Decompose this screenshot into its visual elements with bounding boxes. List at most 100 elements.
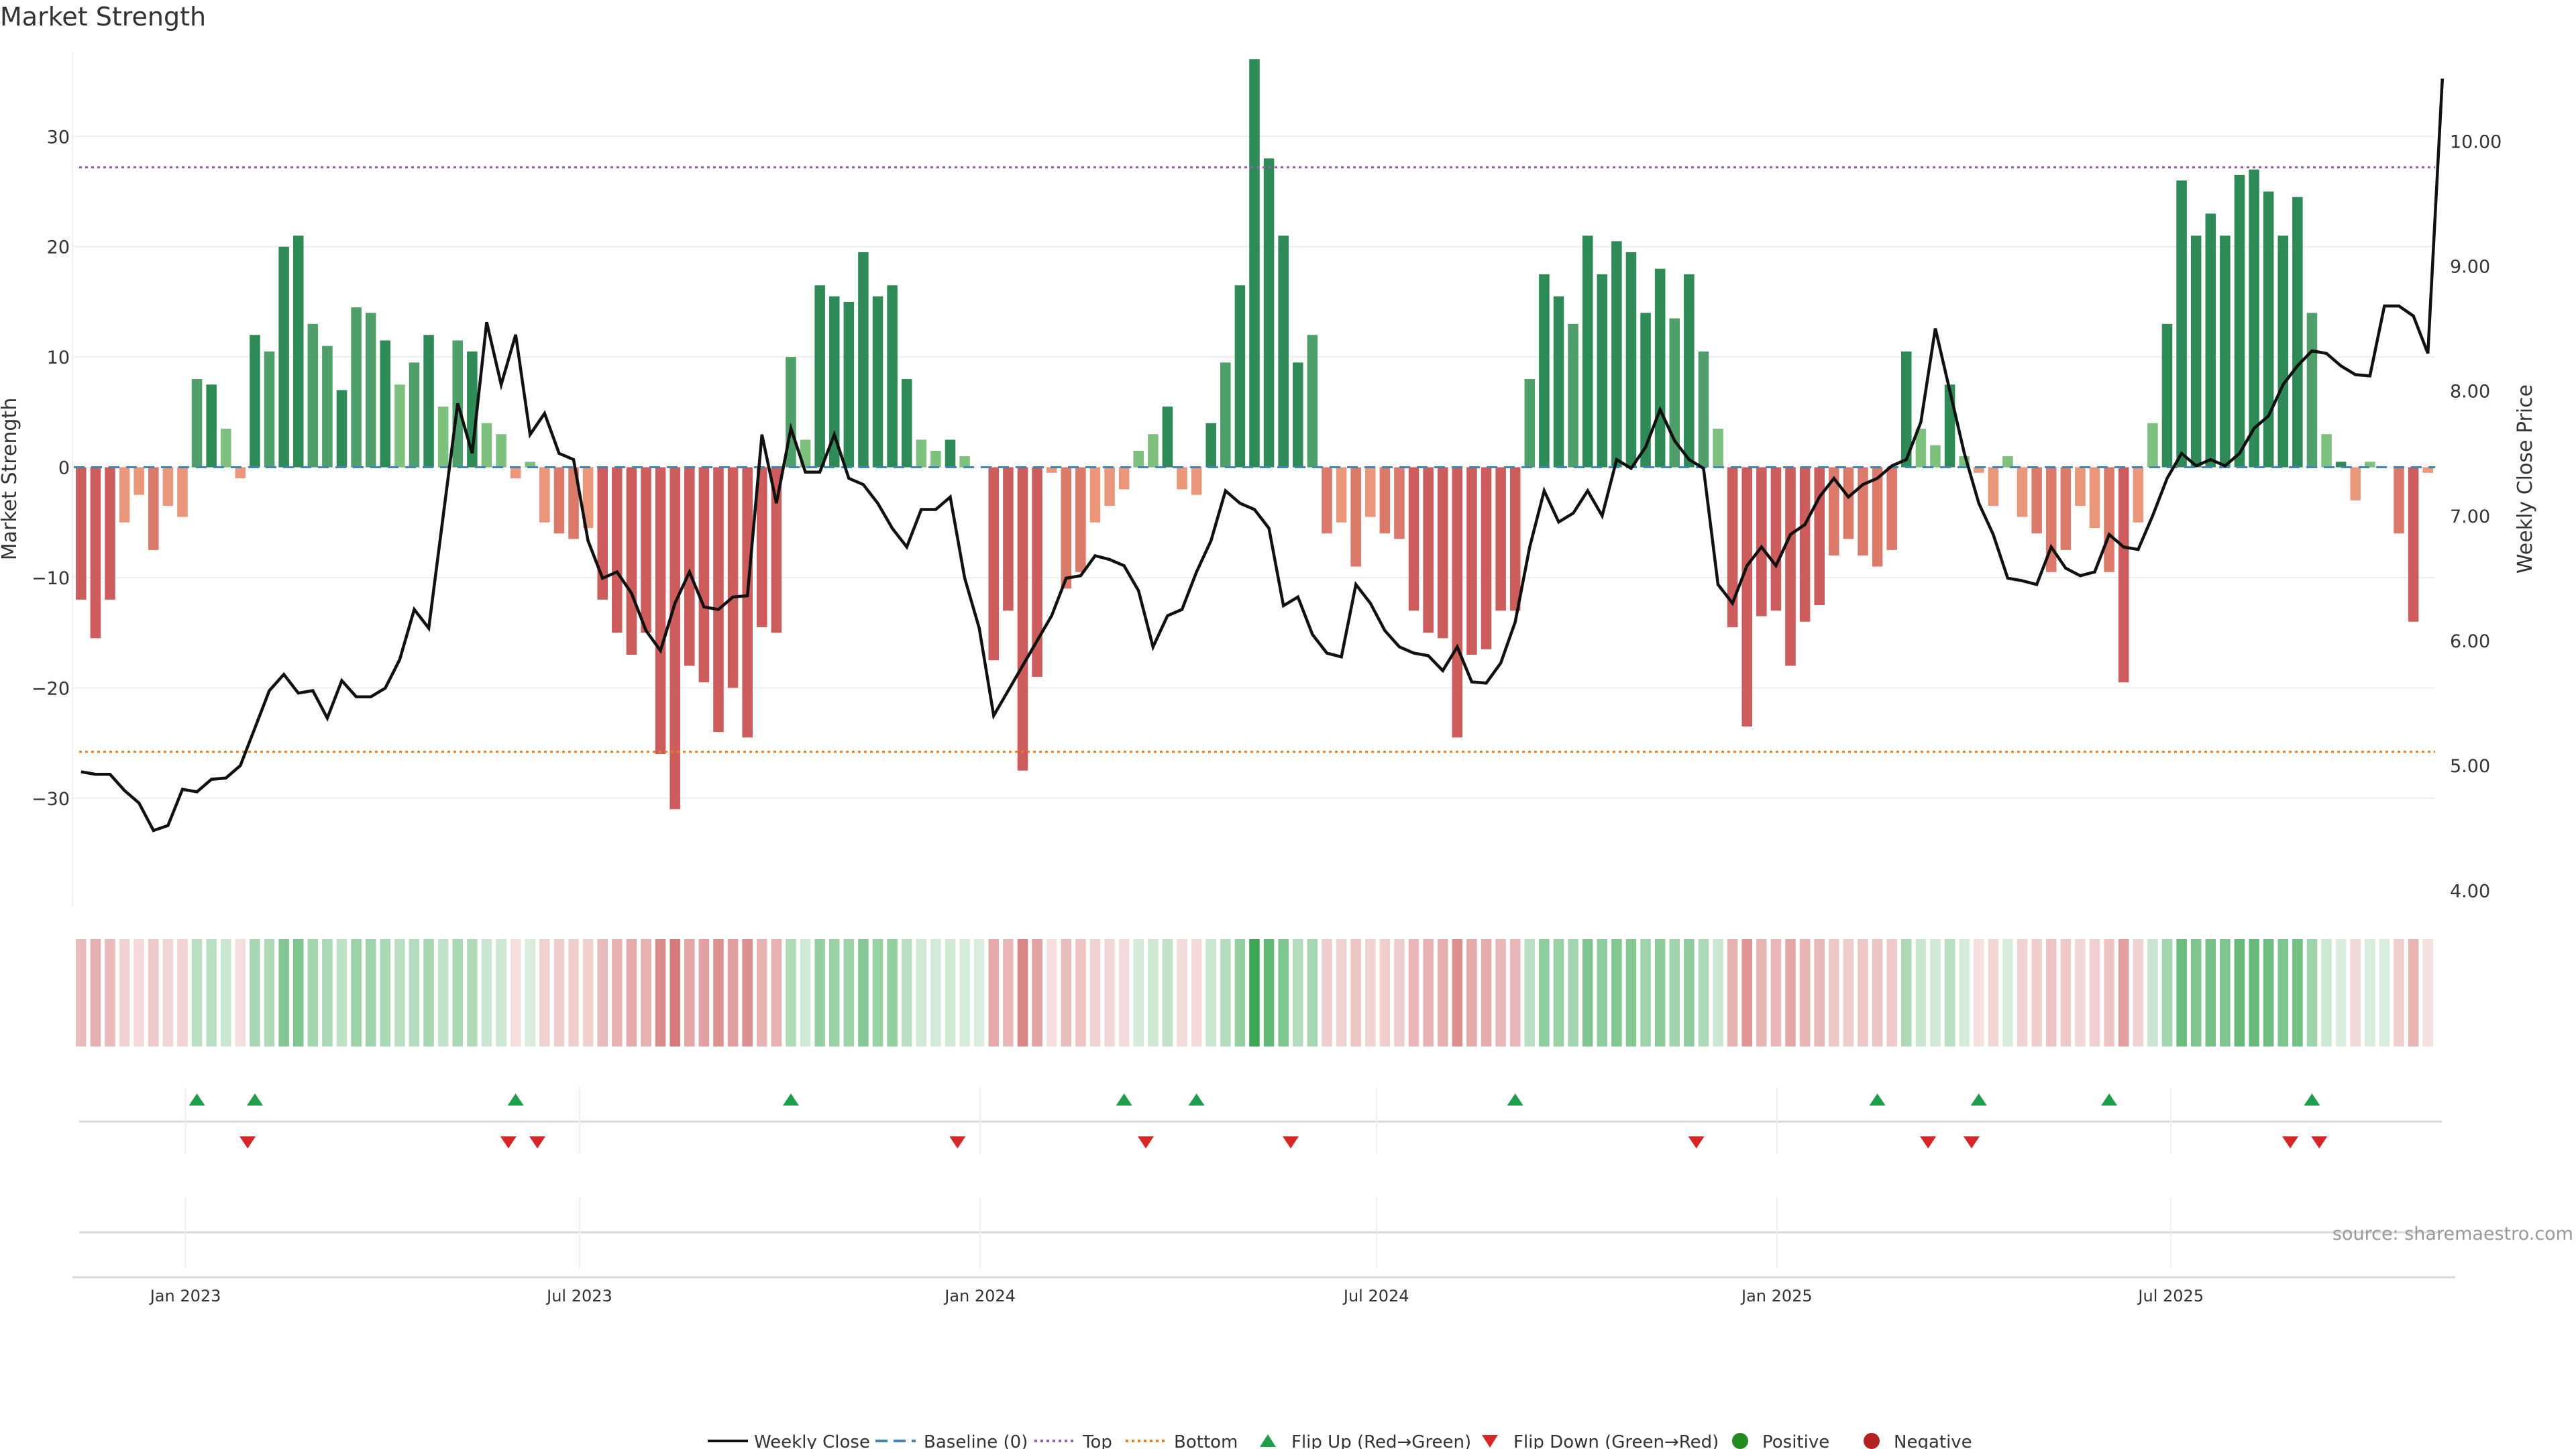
heat-cell: [1133, 939, 1144, 1046]
heat-cell: [1394, 939, 1405, 1046]
strength-bar-positive: [1698, 351, 1709, 468]
strength-bar-positive: [2147, 423, 2158, 468]
heat-cell: [1872, 939, 1883, 1046]
heat-cell: [2161, 939, 2173, 1046]
heat-cell: [1770, 939, 1782, 1046]
strength-bar-negative: [2133, 467, 2144, 523]
strength-bar-negative: [1408, 467, 1419, 611]
strength-bar-positive: [2321, 434, 2332, 468]
heat-cell: [756, 939, 767, 1046]
flip-down-marker: [1138, 1136, 1155, 1148]
strength-bar-positive: [1553, 296, 1564, 468]
heat-cell: [250, 939, 260, 1046]
legend-flip-up-label: Flip Up (Red→Green): [1291, 1432, 1471, 1449]
heat-cell: [1495, 939, 1506, 1046]
heat-cell: [568, 939, 579, 1046]
y-tick-label: 0: [58, 458, 70, 479]
strength-bar-positive: [1162, 407, 1173, 468]
strength-bar-negative: [1858, 467, 1868, 556]
strength-bar-positive: [2365, 462, 2375, 468]
strength-bar-positive: [191, 379, 203, 468]
legend-flip-down-icon: [1482, 1435, 1498, 1448]
y-tick-label: −30: [32, 789, 70, 810]
heat-cell: [1944, 939, 1955, 1046]
strength-bar-negative: [568, 467, 579, 539]
strength-bar-positive: [307, 323, 319, 468]
strength-bar-positive: [250, 335, 260, 468]
heat-cell: [307, 939, 319, 1046]
heat-cell: [76, 939, 87, 1046]
strength-bar-negative: [988, 467, 1000, 661]
heat-cell: [800, 939, 811, 1046]
strength-bar-negative: [1017, 467, 1028, 771]
strength-bar-positive: [828, 296, 840, 468]
strength-bar-negative: [1466, 467, 1477, 655]
heat-cell: [872, 939, 883, 1046]
heat-cell: [467, 939, 478, 1046]
heat-cell: [988, 939, 1000, 1046]
strength-bar-positive: [872, 296, 883, 468]
heat-cell: [1654, 939, 1666, 1046]
strength-bar-positive: [1293, 362, 1303, 468]
heat-cell: [510, 939, 521, 1046]
heat-cell: [1046, 939, 1057, 1046]
strength-bar-positive: [292, 235, 304, 468]
strength-bar-positive: [437, 407, 449, 468]
legend-positive-icon: [1732, 1433, 1748, 1449]
heat-cell: [597, 939, 608, 1046]
heat-cell: [1901, 939, 1912, 1046]
heat-cell: [1611, 939, 1622, 1046]
strength-bar-negative: [713, 467, 724, 733]
heat-cell: [394, 939, 405, 1046]
flip-down-marker: [1282, 1136, 1299, 1148]
flip-down-marker: [239, 1136, 256, 1148]
heat-cell: [2292, 939, 2303, 1046]
heat-cell: [916, 939, 927, 1046]
heat-cell: [1973, 939, 1984, 1046]
heat-cell: [496, 939, 506, 1046]
heat-cell: [351, 939, 362, 1046]
x-tick-label: Jan 2023: [149, 1287, 221, 1305]
heat-cell: [1205, 939, 1216, 1046]
heat-cell: [322, 939, 333, 1046]
strength-bar-negative: [2017, 467, 2028, 517]
heat-cell: [1756, 939, 1767, 1046]
heat-cell: [1104, 939, 1115, 1046]
strength-bar-positive: [409, 362, 420, 468]
strength-bar-negative: [1322, 467, 1332, 534]
strength-bar-negative: [612, 467, 623, 633]
strength-bar-negative: [1032, 467, 1042, 677]
strength-bar-negative: [2060, 467, 2072, 550]
heat-cell: [771, 939, 782, 1046]
strength-bar-negative: [1104, 467, 1115, 506]
heat-cell: [1234, 939, 1246, 1046]
strength-bar-negative: [1509, 467, 1521, 611]
heat-cell: [1713, 939, 1723, 1046]
heat-cell: [887, 939, 898, 1046]
strength-bar-positive: [1669, 318, 1680, 468]
heat-cell: [1278, 939, 1289, 1046]
strength-bar-positive: [1597, 274, 1608, 468]
heat-cell: [2321, 939, 2332, 1046]
strength-bar-negative: [582, 467, 594, 528]
flip-down-marker: [1920, 1136, 1937, 1148]
heat-cell: [1017, 939, 1028, 1046]
heat-cell: [2190, 939, 2202, 1046]
heat-cell: [539, 939, 550, 1046]
strength-bar-positive: [2161, 323, 2173, 468]
heat-cell: [1886, 939, 1897, 1046]
heat-cell: [1003, 939, 1014, 1046]
strength-bar-negative: [1336, 467, 1347, 523]
y2-tick-label: 10.00: [2450, 131, 2502, 152]
heat-cell: [525, 939, 536, 1046]
strength-bar-negative: [539, 467, 550, 523]
strength-bar-positive: [1915, 429, 1927, 468]
heat-cell: [1307, 939, 1318, 1046]
heat-cell: [1727, 939, 1738, 1046]
heat-cell: [1177, 939, 1187, 1046]
heat-cell: [1625, 939, 1637, 1046]
heat-cell: [380, 939, 391, 1046]
strength-bar-negative: [771, 467, 782, 633]
y-tick-label: −20: [32, 678, 70, 699]
